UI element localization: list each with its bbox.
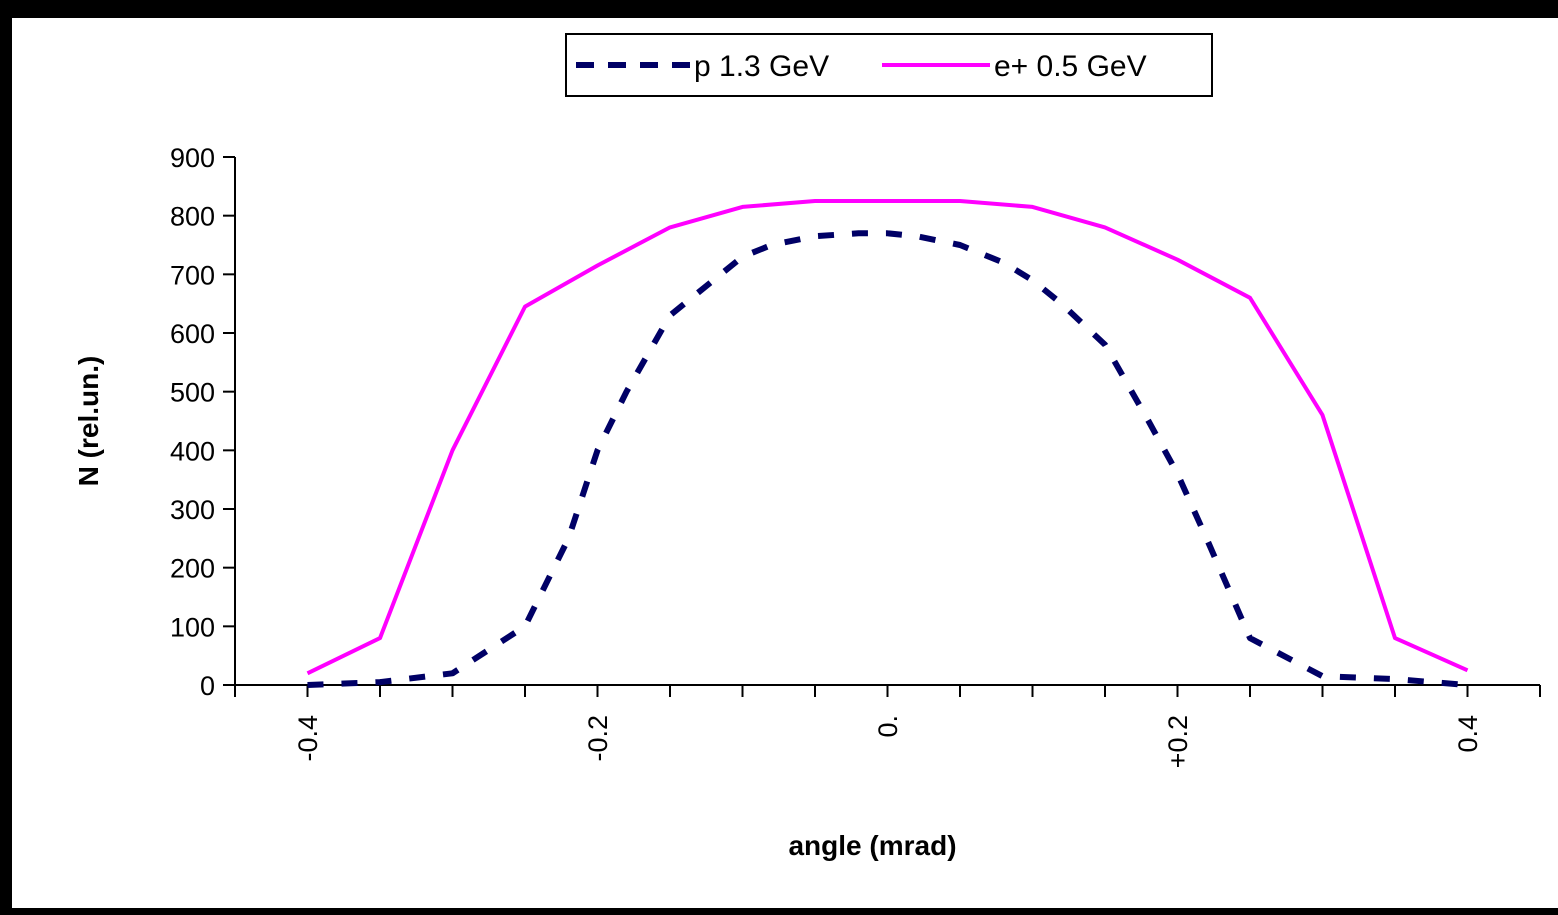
y-axis-title: N (rel.un.) <box>73 356 104 487</box>
y-tick-label: 400 <box>170 436 215 466</box>
y-tick-label: 800 <box>170 202 215 232</box>
y-tick-label: 200 <box>170 554 215 584</box>
plot-background <box>12 18 1558 908</box>
y-tick-label: 0 <box>200 671 215 701</box>
y-tick-label: 900 <box>170 143 215 173</box>
legend-label-p: p 1.3 GeV <box>694 50 829 83</box>
series-layer <box>306 199 1469 688</box>
x-tick-label: 0.4 <box>1453 715 1483 753</box>
y-tick-label: 100 <box>170 612 215 642</box>
y-tick-label: 300 <box>170 495 215 525</box>
series-line-0 <box>307 230 1468 688</box>
x-tick-label: -0.4 <box>293 715 323 762</box>
legend: p 1.3 GeV e+ 0.5 GeV <box>565 33 1213 97</box>
x-axis-title: angle (mrad) <box>788 830 956 861</box>
y-tick-label: 600 <box>170 319 215 349</box>
x-tick-label: 0. <box>873 715 903 738</box>
x-tick-label: +0.2 <box>1163 715 1193 768</box>
legend-label-e: e+ 0.5 GeV <box>994 50 1147 83</box>
axes: 0 100 200 300 400 500 600 700 800 900 -0.4 -0.2 0. +0… <box>170 143 1541 768</box>
y-tick-label: 500 <box>170 378 215 408</box>
y-tick-label: 700 <box>170 260 215 290</box>
x-tick-label: -0.2 <box>583 715 613 762</box>
